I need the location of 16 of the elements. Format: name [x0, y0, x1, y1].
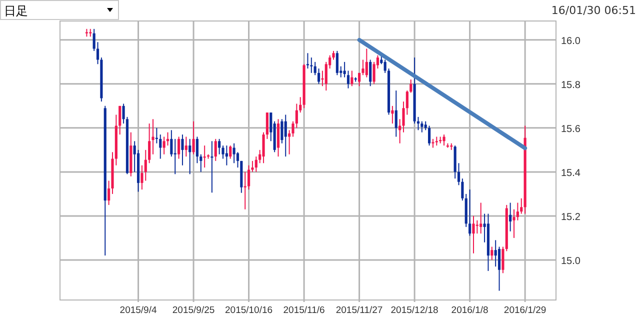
x-tick-label: 2015/11/27: [336, 305, 383, 316]
y-tick-label: 15.2: [561, 212, 581, 223]
x-tick-label: 2015/9/4: [120, 305, 157, 316]
text: 16/01/30 06:51: [551, 4, 636, 17]
x-tick-label: 2016/1/8: [451, 305, 488, 316]
period-selector: 日足: [0, 0, 119, 20]
y-tick-label: 15.0: [561, 256, 581, 267]
x-tick-label: 2016/1/29: [504, 305, 546, 316]
x-tick-label: 2015/11/6: [283, 305, 325, 316]
x-tick-label: 2015/12/18: [390, 305, 438, 316]
y-tick-label: 15.4: [561, 168, 581, 179]
x-tick-label: 2015/10/16: [225, 305, 273, 316]
x-tick-label: 2015/9/25: [172, 305, 215, 316]
y-tick-label: 15.8: [561, 80, 581, 91]
y-tick-label: 16.0: [561, 36, 581, 47]
y-tick-label: 15.6: [561, 124, 581, 135]
